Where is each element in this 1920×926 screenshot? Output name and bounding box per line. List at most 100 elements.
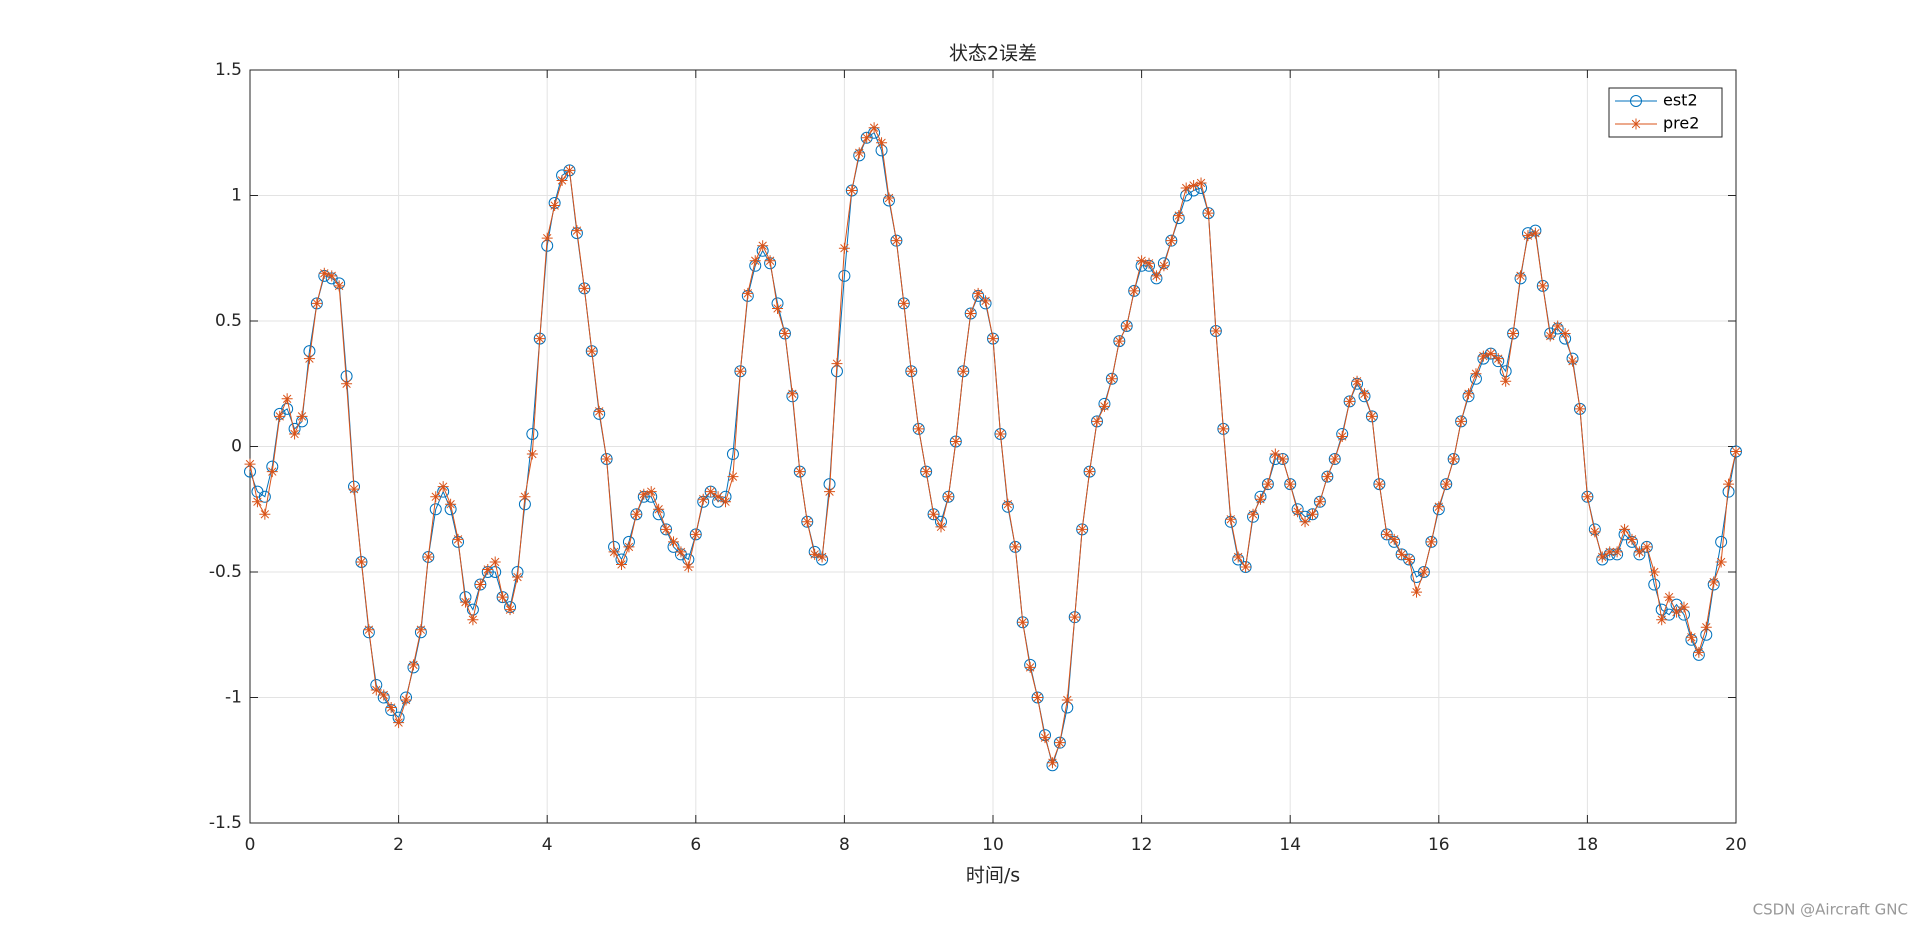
marker (1121, 320, 1133, 332)
marker (1277, 453, 1289, 465)
marker (1559, 328, 1571, 340)
marker (452, 533, 464, 545)
marker (1425, 536, 1437, 548)
marker (259, 508, 271, 520)
marker (1150, 270, 1162, 282)
marker (994, 428, 1006, 440)
marker (244, 458, 256, 470)
marker (1433, 501, 1445, 513)
marker (720, 496, 732, 508)
marker (311, 297, 323, 309)
marker (675, 546, 687, 558)
marker (363, 624, 375, 636)
marker (1470, 368, 1482, 380)
x-tick-label: 0 (245, 835, 256, 855)
marker (1544, 330, 1556, 342)
marker (816, 551, 828, 563)
marker (258, 490, 271, 503)
marker (1396, 548, 1408, 560)
legend-marker (1630, 118, 1642, 130)
marker (1061, 694, 1073, 706)
marker (853, 147, 865, 159)
marker (764, 255, 776, 267)
marker (749, 255, 761, 267)
marker (1648, 566, 1660, 578)
marker (1567, 355, 1579, 367)
marker (1381, 528, 1393, 540)
marker (772, 302, 784, 314)
marker (296, 410, 308, 422)
marker (1619, 523, 1631, 535)
marker (504, 604, 516, 616)
marker (251, 496, 263, 508)
marker (972, 287, 984, 299)
marker (571, 225, 583, 237)
marker (1403, 553, 1415, 565)
marker (1671, 606, 1683, 618)
marker (809, 548, 821, 560)
marker (868, 122, 880, 134)
marker (474, 579, 486, 591)
marker (1225, 513, 1237, 525)
marker (1262, 478, 1274, 490)
marker (1730, 446, 1742, 458)
marker (1188, 179, 1200, 191)
marker (1418, 566, 1430, 578)
marker (913, 423, 925, 435)
marker (838, 242, 850, 254)
marker (1715, 535, 1728, 548)
marker (1009, 541, 1021, 553)
legend-label: est2 (1663, 91, 1698, 110)
marker (928, 508, 940, 520)
marker (1485, 348, 1497, 360)
marker (1321, 471, 1333, 483)
marker (890, 235, 902, 247)
marker (1113, 335, 1125, 347)
marker (1106, 373, 1118, 385)
marker (905, 365, 917, 377)
marker (1136, 255, 1148, 267)
marker (623, 541, 635, 553)
marker (1232, 551, 1244, 563)
legend-box (1608, 87, 1723, 138)
marker (489, 556, 501, 568)
marker (1648, 578, 1661, 591)
marker (712, 491, 724, 503)
marker (1685, 631, 1697, 643)
marker (378, 689, 390, 701)
marker (668, 536, 680, 548)
marker (1351, 375, 1363, 387)
y-tick-label: -1 (225, 688, 242, 708)
marker (1039, 732, 1051, 744)
marker (385, 702, 397, 714)
marker (1581, 491, 1593, 503)
x-tick-label: 4 (542, 835, 553, 855)
marker (445, 498, 457, 510)
marker (1492, 353, 1504, 365)
marker (289, 428, 301, 440)
marker (370, 684, 382, 696)
marker (1180, 182, 1192, 194)
marker (1596, 551, 1608, 563)
marker (1284, 478, 1296, 490)
marker (1455, 415, 1467, 427)
marker (838, 269, 851, 282)
marker (601, 453, 613, 465)
marker (608, 546, 620, 558)
marker (1017, 616, 1029, 628)
marker (1306, 508, 1318, 520)
marker (980, 295, 992, 307)
marker (348, 483, 360, 495)
marker (1500, 375, 1512, 387)
marker (794, 466, 806, 478)
marker (1537, 280, 1549, 292)
marker (549, 200, 561, 212)
marker (1195, 177, 1207, 189)
marker (950, 435, 962, 447)
marker (1723, 478, 1735, 490)
marker (303, 353, 315, 365)
marker (1715, 556, 1727, 568)
marker (1589, 526, 1601, 538)
marker (779, 328, 791, 340)
marker (526, 448, 538, 460)
